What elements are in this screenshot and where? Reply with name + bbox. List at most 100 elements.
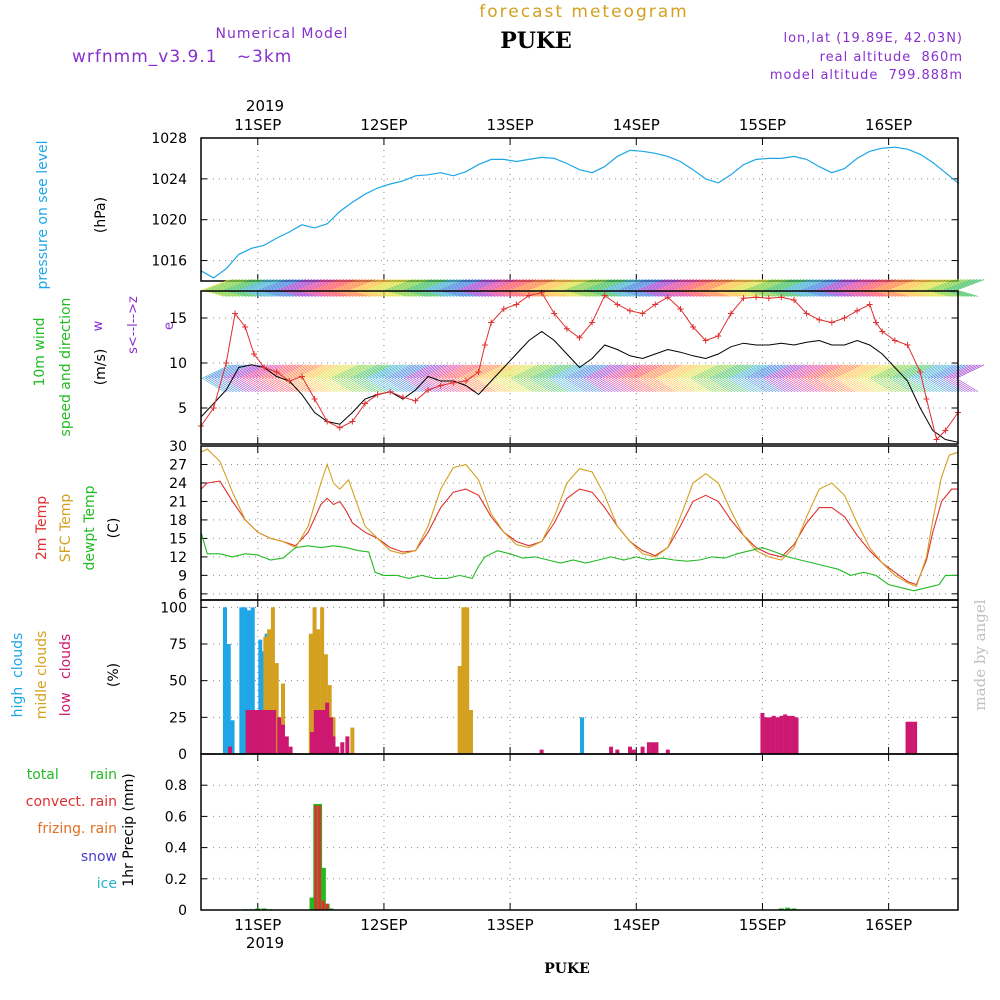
wind-barb bbox=[766, 279, 795, 291]
y-tick-label: 75 bbox=[169, 637, 187, 653]
wind-barb bbox=[460, 364, 490, 379]
cloud-bar bbox=[226, 644, 231, 754]
wind-barb bbox=[555, 378, 578, 393]
wind-barb bbox=[590, 279, 619, 291]
wind-barb bbox=[470, 378, 493, 393]
wind-speed-marker bbox=[500, 306, 507, 312]
wind-barb bbox=[520, 364, 550, 379]
wind-barb bbox=[214, 364, 244, 379]
wind-barb bbox=[482, 364, 512, 379]
wind-barb bbox=[637, 378, 660, 393]
wind-barb bbox=[451, 364, 480, 379]
wind-barb bbox=[650, 279, 679, 291]
wind-barb bbox=[463, 279, 493, 291]
cloud-bar bbox=[267, 629, 272, 754]
wind-barb bbox=[675, 364, 704, 379]
station-name: PUKE bbox=[500, 28, 572, 54]
wind-barb bbox=[788, 378, 812, 393]
wind-barb bbox=[889, 364, 919, 379]
wind-barb bbox=[785, 364, 814, 379]
wind-barb bbox=[877, 378, 900, 393]
wind-barb bbox=[719, 279, 748, 291]
cloud-bar bbox=[228, 746, 233, 754]
wind-barb bbox=[851, 279, 881, 291]
wind-barb bbox=[362, 364, 392, 379]
wind-barb bbox=[239, 279, 269, 291]
wind-barb bbox=[653, 378, 676, 393]
wind-barb bbox=[312, 378, 335, 393]
wind-barb bbox=[523, 279, 553, 291]
wind-barb bbox=[829, 364, 859, 379]
y-tick-label: 21 bbox=[169, 494, 187, 510]
wind-speed-marker bbox=[374, 391, 381, 398]
wind-barb bbox=[766, 364, 796, 379]
wind-barb bbox=[672, 378, 695, 393]
wind-barb bbox=[747, 364, 777, 379]
bottom-date-label: 16SEP bbox=[865, 916, 912, 934]
wind-barb bbox=[482, 378, 506, 393]
wind-barb bbox=[369, 364, 398, 379]
wind-barb bbox=[262, 378, 285, 393]
wind-barb bbox=[422, 378, 446, 393]
wind-barb bbox=[378, 364, 408, 379]
wind-barb bbox=[321, 364, 351, 379]
wind-barb bbox=[864, 364, 893, 379]
wind-barb bbox=[908, 378, 931, 393]
wind-barb bbox=[681, 364, 710, 379]
cloud-bar bbox=[230, 720, 235, 754]
wind-barb bbox=[823, 378, 846, 393]
wind-barb bbox=[353, 378, 376, 393]
high-clouds-side-label: high clouds bbox=[10, 633, 26, 718]
cloud-bar bbox=[640, 746, 645, 754]
wind-barb bbox=[738, 378, 761, 393]
wind-barb bbox=[325, 378, 348, 393]
wind-barb bbox=[567, 364, 597, 379]
wind-barb bbox=[899, 364, 928, 379]
wind-barb bbox=[258, 279, 288, 291]
wind-barb bbox=[344, 378, 367, 393]
wind-barb bbox=[359, 364, 389, 379]
wind-barb bbox=[246, 378, 269, 393]
wind-barb bbox=[602, 364, 632, 379]
wind-barb bbox=[927, 279, 956, 291]
wind-barb bbox=[347, 364, 376, 379]
wind-barb bbox=[889, 378, 913, 393]
wind-speed-marker bbox=[232, 310, 239, 317]
wind-barb bbox=[956, 289, 979, 297]
wind-barb bbox=[763, 364, 792, 379]
wind-barb bbox=[842, 364, 871, 379]
wind-barb bbox=[309, 378, 332, 393]
wind-barb bbox=[814, 279, 843, 291]
wind-barb bbox=[656, 364, 685, 379]
wind-speed-marker bbox=[399, 394, 406, 401]
wind-barb bbox=[410, 364, 439, 379]
wind-barb bbox=[908, 279, 937, 291]
wind-speed-marker bbox=[933, 436, 940, 443]
wind-barb bbox=[640, 364, 669, 379]
wind-barb bbox=[473, 378, 496, 393]
temp-unit-label: (C) bbox=[106, 518, 122, 539]
wind-barb bbox=[564, 279, 594, 291]
wind-barb bbox=[791, 378, 815, 393]
wind-barb bbox=[719, 364, 748, 379]
wind-barb bbox=[596, 279, 625, 291]
wind-barb bbox=[754, 279, 783, 291]
wind-barb bbox=[659, 364, 688, 379]
wind-barb bbox=[372, 364, 401, 379]
wind-barb bbox=[719, 378, 742, 393]
wind-barb bbox=[921, 279, 950, 291]
wind-speed-marker bbox=[879, 328, 886, 335]
wind-barb bbox=[766, 378, 790, 393]
wind-barb bbox=[877, 364, 906, 379]
wind-barb bbox=[744, 378, 767, 393]
wind-barb bbox=[788, 279, 818, 291]
wind-barb bbox=[621, 279, 650, 291]
wind-barb bbox=[596, 378, 619, 393]
wind-barb bbox=[801, 364, 830, 379]
mid-clouds-side-label: midle clouds bbox=[34, 631, 50, 720]
cloud-bar bbox=[257, 710, 262, 754]
wind-barb bbox=[526, 378, 550, 393]
wind-barb bbox=[290, 279, 319, 291]
cloud-bar bbox=[317, 710, 322, 754]
wind-barb bbox=[952, 378, 976, 393]
